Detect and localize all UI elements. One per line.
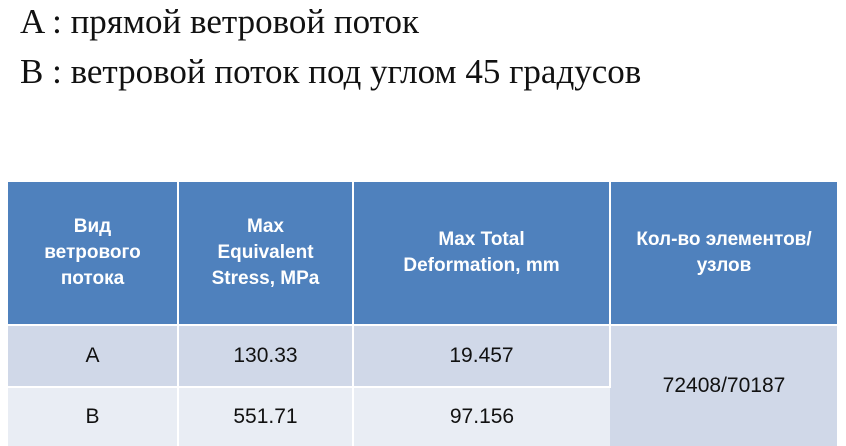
cell: A bbox=[8, 324, 179, 387]
cell: 72408/70187 bbox=[610, 324, 837, 446]
header-row: Вид ветрового потока Max Equivalent Stre… bbox=[8, 182, 837, 325]
cell: B bbox=[8, 386, 179, 446]
table-row: A 130.33 19.457 72408/70187 bbox=[8, 324, 837, 446]
results-table: Вид ветрового потока Max Equivalent Stre… bbox=[8, 182, 837, 446]
header-cell: Кол-во элементов/узлов bbox=[610, 182, 837, 325]
header-cell: Max Equivalent Stress, MPa bbox=[178, 182, 354, 325]
cell: 19.457 bbox=[353, 324, 611, 387]
cell: 551.71 bbox=[178, 386, 354, 446]
cell: 130.33 bbox=[178, 324, 354, 387]
cell: 97.156 bbox=[353, 386, 610, 446]
table-row: B 551.71 97.156 bbox=[8, 386, 837, 446]
legend-line: A : прямой ветровой поток bbox=[20, 2, 419, 41]
header-cell: Max Total Deformation, mm bbox=[353, 182, 611, 325]
header-cell: Вид ветрового потока bbox=[8, 182, 179, 325]
legend-line: B : ветровой поток под углом 45 градусов bbox=[20, 52, 642, 91]
